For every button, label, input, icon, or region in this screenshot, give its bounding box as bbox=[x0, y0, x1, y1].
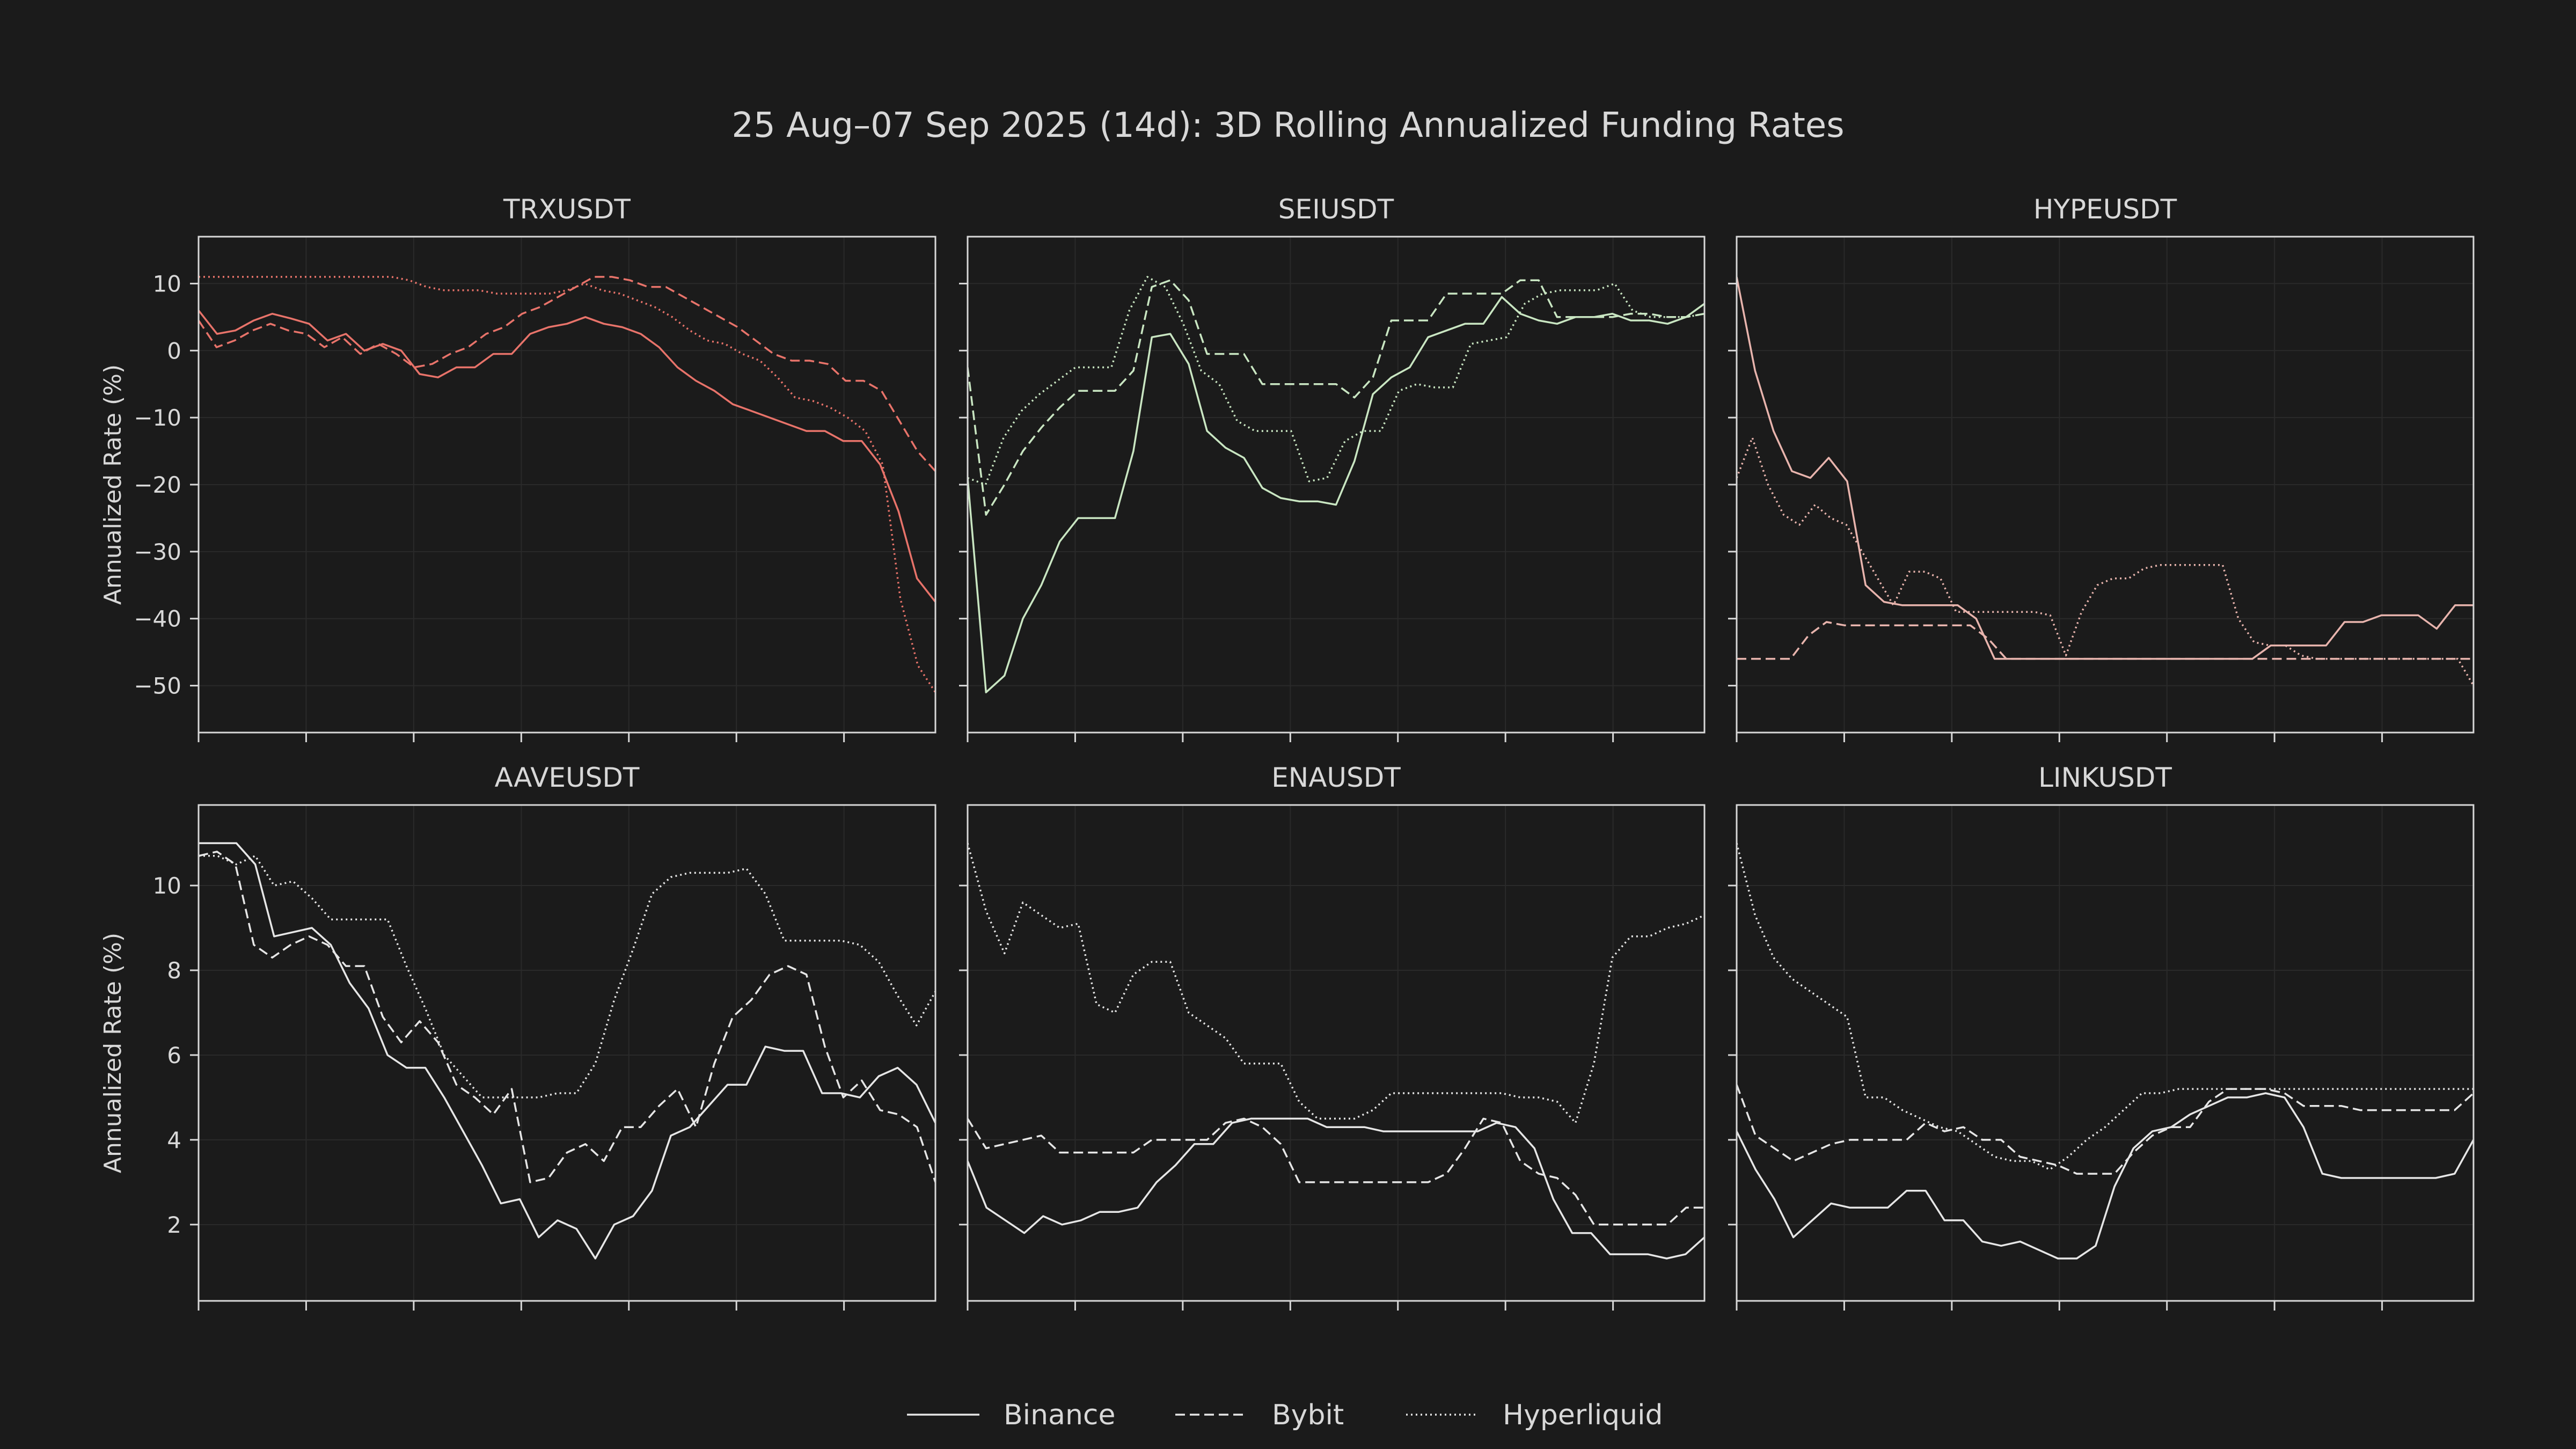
series-line-binance bbox=[199, 310, 935, 603]
panel-frame bbox=[1736, 236, 2475, 734]
panel-frame bbox=[1736, 804, 2475, 1302]
panel-linkusdt: LINKUSDT bbox=[1728, 762, 2475, 1311]
panel-title: SEIUSDT bbox=[1278, 194, 1394, 225]
panel-title: TRXUSDT bbox=[503, 194, 631, 225]
series-line-hyperliquid bbox=[1737, 436, 2473, 686]
panel-aaveusdt: AAVEUSDT 10 8 6 4 2 Annualized Rate (%) bbox=[99, 762, 936, 1311]
legend: Binance Bybit Hyperliquid bbox=[907, 1399, 1663, 1431]
y-axis-label: Annualized Rate (%) bbox=[99, 364, 127, 605]
series-line-bybit bbox=[968, 279, 1704, 516]
y-tick-label: 4 bbox=[167, 1127, 181, 1153]
y-tick-label: 10 bbox=[153, 873, 181, 899]
series-line-binance bbox=[199, 842, 935, 1260]
y-tick-label: −30 bbox=[134, 539, 181, 565]
panel-hypeusdt: HYPEUSDT bbox=[1728, 194, 2475, 742]
panel-frame bbox=[967, 236, 1706, 734]
y-tick-label: 10 bbox=[153, 270, 181, 297]
series-line-hyperliquid bbox=[199, 276, 935, 693]
series-line-bybit bbox=[1737, 1084, 2473, 1175]
legend-label: Binance bbox=[1004, 1399, 1115, 1431]
panel-frame bbox=[197, 236, 936, 734]
series-line-bybit bbox=[968, 1117, 1704, 1226]
panel-frame bbox=[967, 804, 1706, 1302]
series-line-binance bbox=[1737, 1092, 2473, 1260]
y-tick-label: −50 bbox=[134, 673, 181, 699]
series-line-binance bbox=[968, 1117, 1704, 1260]
panel-seiusdt: SEIUSDT bbox=[959, 194, 1706, 742]
y-tick-label: 8 bbox=[167, 957, 181, 984]
panel-title: LINKUSDT bbox=[2038, 762, 2172, 793]
y-tick-label: 2 bbox=[167, 1212, 181, 1238]
series-line-hyperliquid bbox=[968, 843, 1704, 1124]
panel-title: ENAUSDT bbox=[1271, 762, 1401, 793]
y-tick-label: 0 bbox=[167, 338, 181, 364]
panel-frame bbox=[197, 804, 936, 1302]
legend-item-hyperliquid: Hyperliquid bbox=[1406, 1399, 1663, 1431]
y-tick-label: 6 bbox=[167, 1042, 181, 1069]
series-line-bybit bbox=[199, 851, 935, 1183]
y-axis-label: Annualized Rate (%) bbox=[99, 933, 127, 1173]
subplot-grid: TRXUSDT 10 0 −10 −20 −30 −40 −50 Annualized Rate… bbox=[99, 194, 2475, 1311]
legend-label: Bybit bbox=[1272, 1399, 1344, 1431]
legend-item-binance: Binance bbox=[907, 1399, 1115, 1431]
panel-trxusdt: TRXUSDT 10 0 −10 −20 −30 −40 −50 Annualized Rate… bbox=[99, 194, 936, 742]
y-tick-label: −10 bbox=[134, 405, 181, 431]
panel-enausdt: ENAUSDT bbox=[959, 762, 1706, 1311]
y-tick-label: −20 bbox=[134, 472, 181, 498]
legend-item-bybit: Bybit bbox=[1175, 1399, 1344, 1431]
legend-label: Hyperliquid bbox=[1503, 1399, 1663, 1431]
series-line-hyperliquid bbox=[968, 276, 1704, 486]
panel-title: AAVEUSDT bbox=[495, 762, 640, 793]
panel-title: HYPEUSDT bbox=[2033, 194, 2177, 225]
y-tick-label: −40 bbox=[134, 606, 181, 632]
figure-title: 25 Aug–07 Sep 2025 (14d): 3D Rolling Ann… bbox=[731, 106, 1844, 145]
series-line-hyperliquid bbox=[1737, 843, 2473, 1170]
series-line-bybit bbox=[199, 276, 935, 472]
